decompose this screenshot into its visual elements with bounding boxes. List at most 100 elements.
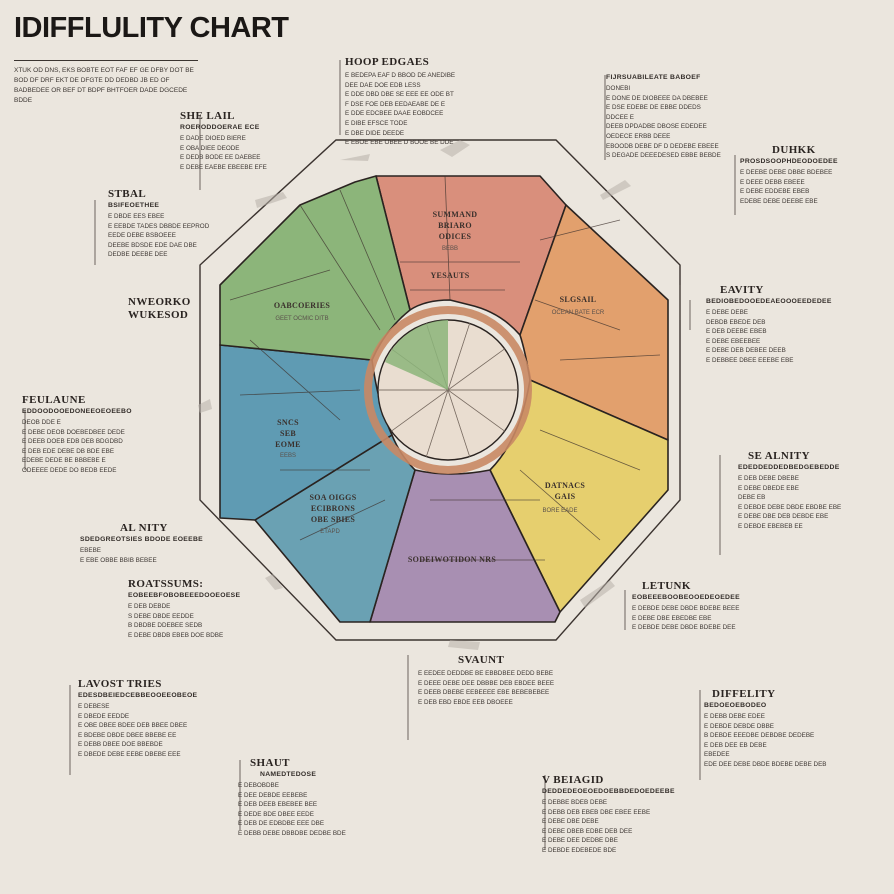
note-item: E DEBE DEBE <box>706 309 748 316</box>
note-item: E DEB DEE EB DEBE <box>704 741 767 749</box>
note-subtitle: PROSDSOOPHDEODOEDEE <box>740 158 838 165</box>
note-eavity: EAVITY BEDIOBEDOOEDEAEOOOEEDEDEE E DEBE … <box>706 284 832 366</box>
note-item: S DEBE DBDE EEDDE <box>128 612 194 620</box>
note-item: E DEBE DBE DEBE <box>542 818 599 826</box>
note-item: E DEEE DEBE DEE DBBBE DEB EBDEE BEEE <box>418 679 555 687</box>
note-item: E DEBBEE DBEE EEEBE EBE <box>706 356 794 364</box>
note-item: E DEBOBDBE <box>238 782 279 789</box>
segment-top-label-2: BRIARO <box>438 221 472 230</box>
note-list: E DEBDE DEBE DBDE BDEBE BEEE E DEBE DBE … <box>632 604 740 633</box>
note-subtitle: SDEDGREOTSIES BDODE EOEEBE <box>80 536 203 543</box>
note-list: EBEBE E EBE OBBE BBIB BEBEE <box>80 546 203 565</box>
note-item: DEBE EB <box>738 494 766 502</box>
segment-left-top[interactable] <box>219 175 411 361</box>
note-item: EBOODB DEBE DF D DEDEBE EBEEE <box>606 142 719 150</box>
note-lavost-tries: LAVOST TRIES EDESDBEIEDCEBBEOOEEOBEOE E … <box>78 678 197 760</box>
note-item: E OBE DBEE BDEE DEB BBEE DBEE <box>78 722 188 730</box>
note-title: SE ALNITY <box>748 450 810 462</box>
note-item: E EBE OBBE BBIB BEBEE <box>80 556 157 564</box>
note-svaunt: SVAUNT E EEDEE DEDDBE BE EBBDBEE DEDD BE… <box>418 654 554 707</box>
note-item: E DEB DEBE DBEBE <box>738 475 799 482</box>
note-list: E DEEBE DEBE DBBE BDEBEE E DEEE DEBB EBE… <box>740 168 838 206</box>
segment-top-label-3: ODICES <box>439 232 472 241</box>
note-item: E OBA DIEE DEODE <box>180 144 240 152</box>
note-title: DUHKK <box>772 144 816 156</box>
segment-top[interactable] <box>375 175 567 336</box>
segment-bottom-left-label-3: OBE SBIES <box>311 515 356 524</box>
note-item: E DEB DEEBE EBEB <box>706 328 767 336</box>
note-item: EBEBE <box>80 547 101 554</box>
note-item: E DEBE DEOB DOEBEDBEE DEDE <box>22 428 125 436</box>
note-item: DEBDB EBEDE DEB <box>706 318 766 326</box>
note-item: E DEBDE DEBDE DBBE <box>704 722 774 730</box>
segment-bottom-left-label-2: ECIBRONS <box>311 504 355 513</box>
note-subtitle: EDESDBEIEDCEBBEOOEEOBEOE <box>78 692 198 699</box>
note-item: EBEDEE <box>704 751 730 759</box>
note-item: EEDE DEBE BSBOEEE <box>108 232 176 240</box>
intro-text: XTUK OD DNS, EKS BOBTE EOT FAF EF GE DFB… <box>14 67 194 104</box>
segment-labels: SUMMAND BRIARO ODICES BEBB YESAUTS SLGSA… <box>274 210 605 564</box>
note-item: S DEGADE DEEEDESED EBBE BEBDE <box>606 152 721 160</box>
note-item: E DEBE EAEBE EBEEBE EFE <box>180 163 267 171</box>
note-item: F DSE FOE DEB EEDAEABE DE E <box>345 100 446 108</box>
segment-left-label-3: EOME <box>275 440 301 449</box>
note-item: E DEEB DBEBE EEBEEEE EBE BEBEBEBEE <box>418 689 550 697</box>
note-item: E DEB DE EDBDBE EEE DBE <box>238 820 325 828</box>
note-item: E DEBBE BDEB DEBE <box>542 799 608 806</box>
note-title: NWEORKO WUKESOD <box>128 296 191 321</box>
note-item: E DDE EDCBEE DAAE EOBDCEE <box>345 110 444 118</box>
note-item: E DIBE EFSCE TODE <box>345 119 408 127</box>
note-title: HOOP EDGAES <box>345 56 430 68</box>
note-item: E DEB EBD EBDE EEB DBOEEE <box>418 698 513 706</box>
note-item: E DEBE DBEDE EBE <box>738 484 799 492</box>
note-item: E DEBB DEBE EDEE <box>704 713 765 720</box>
note-list: E DEBESE E DBEDE EEDDE E OBE DBEE BDEE D… <box>78 702 197 760</box>
note-list: E BEDEPA EAF D BBOD DE ANEDIBE DEE DAE D… <box>345 71 455 148</box>
note-subtitle: BSIFEOETHEE <box>108 202 160 209</box>
note-item: E DEDE BDE DBEE EEDE <box>238 810 314 818</box>
note-title: SVAUNT <box>458 654 505 666</box>
note-item: E DEBB DEB EBEB DBE EBEE EEBE <box>542 808 651 816</box>
note-title: SHAUT <box>250 757 290 769</box>
note-list: E EEDEE DEDDBE BE EBBDBEE DEDD BEBE E DE… <box>418 669 554 707</box>
note-item: E DEBDE DEBE DBDE BDEBE DEE <box>632 624 736 632</box>
segment-left-label-1: SNCS <box>277 418 299 427</box>
note-item: E DEEBE DEBE DBBE BDEBEE <box>740 169 833 176</box>
brush-smudges <box>198 140 631 650</box>
note-item: DONEBI <box>606 85 631 92</box>
segment-right-top-sub: OCEAN BATE ECR <box>552 310 605 316</box>
note-subtitle: NAMEDTEDOSE <box>260 771 317 778</box>
note-list: E DEBE DEBE DEBDB EBEDE DEB E DEB DEEBE … <box>706 308 832 366</box>
note-item: E DEBE DBE EBEDBE EBE <box>632 614 712 622</box>
center-ring <box>364 306 532 474</box>
note-v-beiagid: V BEIAGID DEDDEDEOEOEDOEBBDEDOEDEEBE E D… <box>542 774 675 856</box>
segment-right-bottom-label-1: DATNACS <box>545 481 585 490</box>
note-item: E DONE DE DIOBEEE DA DBEBEE <box>606 94 708 102</box>
note-item: B DBDBE DDEBEE SEDB <box>128 622 203 630</box>
note-diffelity: DIFFELITY BEDOEOEBODEO E DEBB DEBE EDEE … <box>704 688 826 770</box>
segments <box>219 175 669 623</box>
note-item: DEEBE BDSDE EDE DAE DBE <box>108 241 197 249</box>
note-stbal: STBAL BSIFEOETHEE E DBDE EES EBEE E EEBD… <box>108 188 209 260</box>
note-roatssums: ROATSSUMS: EOBEEBFOBOBEEEDOOEOESE E DEB … <box>128 578 240 640</box>
note-item: E DEB DEEB EBEBEE BEE <box>238 801 318 809</box>
note-item: EDEBE DEDE BE BBBEBE E <box>22 457 106 465</box>
note-item: E DEBE DBE DEB DEBDE EBE <box>738 513 829 521</box>
note-item: E DEBE DBEB EDBE DEB DEE <box>542 827 633 835</box>
note-item: EDE DEE DEBE DBDE BDEBE DEBE DEB <box>704 760 827 768</box>
note-title: ROATSSUMS: <box>128 578 204 590</box>
note-item: E DEBDE EDEBEDE BDE <box>542 846 617 854</box>
note-list: DEOB DDE E E DEBE DEOB DOEBEDBEE DEDE E … <box>22 418 132 476</box>
note-item: E DEBB DBEE DOE BBEBDE <box>78 741 163 749</box>
center-green-wedge <box>385 320 448 390</box>
note-item: E DADE DIOED BIERE <box>180 135 246 142</box>
note-list: E DBDE EES EBEE E EEBDE TADES DBBDE EEPR… <box>108 212 209 260</box>
note-item: DDCEE E <box>606 113 634 121</box>
note-title: LETUNK <box>642 580 691 592</box>
segment-bottom-left-sub: ETAPD <box>320 529 340 535</box>
note-al-nity: AL NITY SDEDGREOTSIES BDODE EOEEBE EBEBE… <box>80 522 203 565</box>
note-item: E DBEDE DEBE EEBE DBEBE EEE <box>78 750 181 758</box>
note-list: E DEB DEBDE S DEBE DBDE EEDDE B DBDBE DD… <box>128 602 240 640</box>
note-item: EDEBE DEBE DEEBE EBE <box>740 197 818 205</box>
note-item: E DEB EDE DEBE DB BDE EBE <box>22 447 115 455</box>
